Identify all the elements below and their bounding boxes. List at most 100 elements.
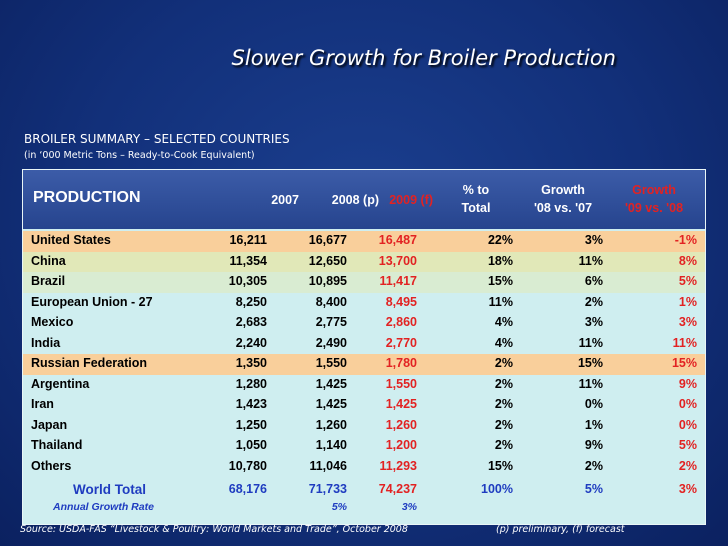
table-row: Mexico 2,683 2,775 2,860 4% 3% 3% — [23, 313, 705, 334]
header-growth-08-07: Growth '08 vs. '07 — [513, 181, 613, 217]
cell-growth-09-08: 0% — [678, 397, 697, 411]
cell-growth-09-08: 0% — [678, 417, 697, 432]
summary-title: BROILER SUMMARY – SELECTED COUNTRIES — [24, 132, 290, 146]
cell-2007: 1,250 — [235, 417, 267, 432]
header-2007: 2007 — [271, 193, 299, 207]
header-2008: 2008 (p) — [331, 193, 379, 207]
header-pct-total: % to Total — [443, 181, 509, 217]
cell-country: European Union - 27 — [31, 294, 153, 309]
cell-2007: 10,780 — [228, 458, 267, 473]
cell-country: Japan — [31, 417, 68, 432]
page-title: Slower Growth for Broiler Production — [231, 46, 616, 70]
cell-2008: 1,425 — [315, 376, 347, 391]
cell-country: India — [31, 335, 61, 350]
table-row: Thailand 1,050 1,140 1,200 2% 9% 5% — [23, 436, 705, 457]
cell-growth-08-07: 3% — [584, 233, 603, 247]
cell-growth-08-07: 2% — [584, 458, 603, 473]
cell-country: Iran — [31, 397, 54, 411]
cell-growth-08-07: 1% — [584, 417, 603, 432]
cell-2008: 8,400 — [315, 294, 347, 309]
table-row: Brazil 10,305 10,895 11,417 15% 6% 5% — [23, 272, 705, 293]
cell-2008: 1,140 — [315, 438, 347, 452]
cell-pct-total: 4% — [494, 335, 513, 350]
header-growth2-line1: Growth — [632, 183, 676, 197]
cell-country: United States — [31, 233, 111, 247]
cell-pct-total: 2% — [494, 376, 513, 391]
cell-pct-total: 11% — [488, 294, 513, 309]
cell-growth-08-07: 0% — [584, 397, 603, 411]
cell-country: Brazil — [31, 274, 66, 288]
cell-pct-total: 2% — [494, 438, 513, 452]
header-production: PRODUCTION — [33, 189, 141, 206]
table-row: Russian Federation 1,350 1,550 1,780 2% 15% 15… — [23, 354, 705, 375]
cell-growth-08-07: 15% — [577, 356, 603, 370]
cell-growth-09-08: -1% — [674, 233, 697, 247]
cell-2007: 11,354 — [229, 253, 267, 268]
cell-growth-09-08: 9% — [678, 376, 697, 391]
cell-growth-08-07: 11% — [578, 335, 603, 350]
annual-growth-row: Annual Growth Rate 5% 3% — [23, 499, 705, 517]
cell-growth-09-08: 2% — [678, 458, 697, 473]
table-row: United States 16,211 16,677 16,487 22% 3% -1% — [23, 231, 705, 252]
annual-growth-2008: 5% — [331, 501, 347, 513]
cell-2007: 2,683 — [235, 315, 267, 329]
cell-2008: 16,677 — [308, 233, 347, 247]
cell-2007: 1,423 — [235, 397, 267, 411]
source-note: Source: USDA-FAS “Livestock & Poultry: W… — [20, 524, 408, 535]
cell-2007: 2,240 — [235, 335, 267, 350]
cell-2008: 1,550 — [315, 356, 347, 370]
cell-2007: 10,305 — [228, 274, 267, 288]
cell-pct-total: 4% — [494, 315, 513, 329]
annual-growth-2009: 3% — [401, 501, 417, 513]
header-pct-line2: Total — [461, 201, 491, 215]
cell-2009: 1,550 — [385, 376, 417, 391]
world-total-row: World Total 68,176 71,733 74,237 100% 5%… — [23, 480, 705, 500]
cell-country: Others — [31, 458, 72, 473]
cell-country: Thailand — [31, 438, 83, 452]
header-growth1-line1: Growth — [541, 183, 585, 197]
cell-growth-09-08: 5% — [678, 438, 697, 452]
table-row: Japan 1,250 1,260 1,260 2% 1% 0% — [23, 416, 705, 437]
table-row: India 2,240 2,490 2,770 4% 11% 11% — [23, 334, 705, 355]
table-row: Iran 1,423 1,425 1,425 2% 0% 0% — [23, 395, 705, 416]
cell-2009: 8,495 — [385, 294, 417, 309]
cell-2009: 2,770 — [385, 335, 417, 350]
cell-2009: 1,200 — [385, 438, 417, 452]
world-total-2007: 68,176 — [228, 482, 267, 496]
world-total-2008: 71,733 — [308, 482, 347, 496]
cell-growth-08-07: 11% — [578, 253, 603, 268]
header-2009: 2009 (f) — [389, 193, 433, 207]
cell-2009: 13,700 — [378, 253, 417, 268]
cell-2009: 2,860 — [385, 315, 417, 329]
table-header: PRODUCTION 2007 2008 (p) 2009 (f) % to T… — [23, 170, 705, 229]
cell-2007: 1,280 — [235, 376, 267, 391]
cell-2009: 11,417 — [379, 274, 417, 288]
cell-2007: 1,350 — [235, 356, 267, 370]
world-total-pct: 100% — [481, 482, 513, 496]
cell-growth-09-08: 11% — [672, 335, 697, 350]
cell-pct-total: 15% — [487, 458, 513, 473]
cell-country: Russian Federation — [31, 356, 147, 370]
cell-2008: 2,490 — [315, 335, 347, 350]
cell-pct-total: 2% — [494, 417, 513, 432]
table-row: Others 10,780 11,046 11,293 15% 2% 2% — [23, 457, 705, 478]
cell-country: Mexico — [31, 315, 74, 329]
cell-growth-09-08: 15% — [671, 356, 697, 370]
table-row: China 11,354 12,650 13,700 18% 11% 8% — [23, 251, 705, 272]
cell-pct-total: 2% — [494, 397, 513, 411]
cell-2008: 11,046 — [309, 458, 347, 473]
header-growth1-line2: '08 vs. '07 — [533, 201, 593, 215]
cell-pct-total: 22% — [487, 233, 513, 247]
cell-growth-08-07: 2% — [584, 294, 603, 309]
cell-2008: 10,895 — [308, 274, 347, 288]
cell-2007: 8,250 — [235, 294, 267, 309]
cell-2007: 1,050 — [235, 438, 267, 452]
annual-growth-label: Annual Growth Rate — [53, 501, 154, 513]
world-total-label: World Total — [73, 482, 146, 497]
cell-pct-total: 15% — [487, 274, 513, 288]
forecast-note: (p) preliminary, (f) forecast — [496, 524, 625, 535]
header-growth2-line2: '09 vs. '08 — [624, 201, 684, 215]
cell-growth-09-08: 5% — [678, 274, 697, 288]
production-table: PRODUCTION 2007 2008 (p) 2009 (f) % to T… — [22, 169, 706, 525]
world-total-growth2: 3% — [678, 482, 697, 496]
